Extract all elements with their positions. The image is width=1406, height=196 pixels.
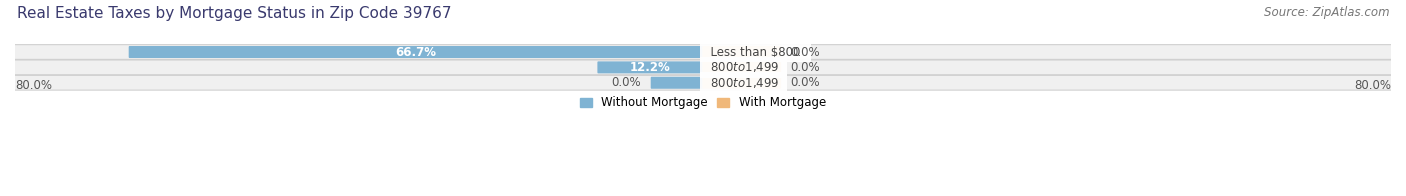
Text: 0.0%: 0.0% (612, 76, 641, 89)
Legend: Without Mortgage, With Mortgage: Without Mortgage, With Mortgage (575, 92, 831, 114)
FancyBboxPatch shape (10, 60, 1396, 75)
Text: 0.0%: 0.0% (790, 76, 820, 89)
FancyBboxPatch shape (129, 46, 703, 58)
Text: 80.0%: 80.0% (15, 79, 52, 92)
Text: $800 to $1,499: $800 to $1,499 (703, 76, 785, 90)
FancyBboxPatch shape (10, 45, 1396, 59)
Text: Real Estate Taxes by Mortgage Status in Zip Code 39767: Real Estate Taxes by Mortgage Status in … (17, 6, 451, 21)
Text: 0.0%: 0.0% (790, 45, 820, 59)
Text: Less than $800: Less than $800 (703, 45, 808, 59)
Text: $800 to $1,499: $800 to $1,499 (703, 60, 785, 74)
Text: 66.7%: 66.7% (395, 45, 437, 59)
FancyBboxPatch shape (703, 77, 782, 89)
FancyBboxPatch shape (703, 61, 782, 73)
Text: 12.2%: 12.2% (630, 61, 671, 74)
Text: Source: ZipAtlas.com: Source: ZipAtlas.com (1264, 6, 1389, 19)
FancyBboxPatch shape (703, 46, 782, 58)
FancyBboxPatch shape (651, 77, 703, 89)
Text: 0.0%: 0.0% (790, 61, 820, 74)
Text: 80.0%: 80.0% (1354, 79, 1391, 92)
FancyBboxPatch shape (598, 61, 703, 73)
FancyBboxPatch shape (10, 75, 1396, 90)
